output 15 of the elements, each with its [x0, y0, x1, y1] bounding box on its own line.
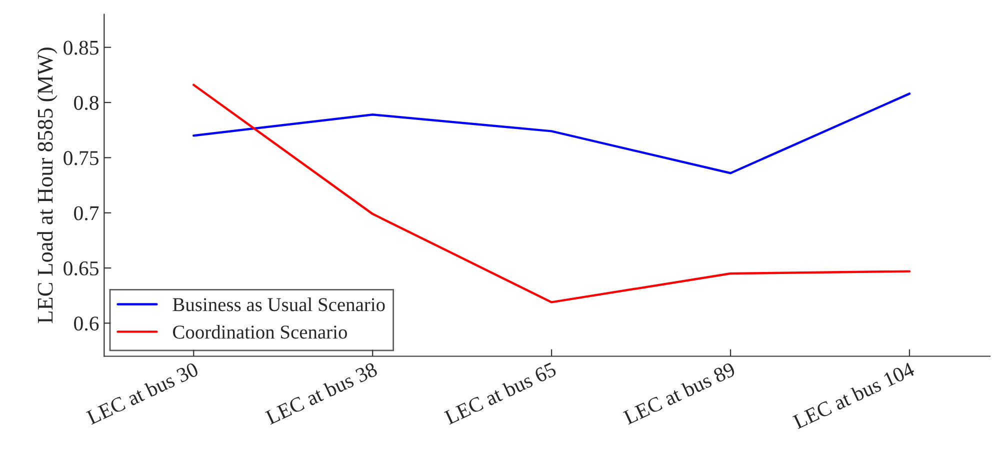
x-tick-label: LEC at bus 65	[444, 361, 558, 425]
legend-label: Coordination Scenario	[173, 325, 347, 339]
line-series	[192, 92, 911, 174]
y-tick-label: 0.75	[64, 151, 98, 166]
x-tick-label: LEC at bus 30	[86, 361, 200, 425]
y-tick-label: 0.65	[64, 261, 98, 276]
y-tick-label: 0.7	[74, 206, 99, 220]
x-tick-label: LEC at bus 89	[622, 361, 736, 425]
y-axis-title: LEC Load at Hour 8585 (MW)	[37, 48, 58, 324]
x-tick-label: LEC at bus 104	[792, 361, 916, 430]
y-tick-label: 0.6	[74, 316, 99, 331]
y-tick-label: 0.8	[74, 96, 99, 110]
legend-label: Business as Usual Scenario	[172, 298, 385, 312]
y-tick-label: 0.85	[64, 40, 98, 55]
x-tick-label: LEC at bus 38	[264, 361, 378, 425]
